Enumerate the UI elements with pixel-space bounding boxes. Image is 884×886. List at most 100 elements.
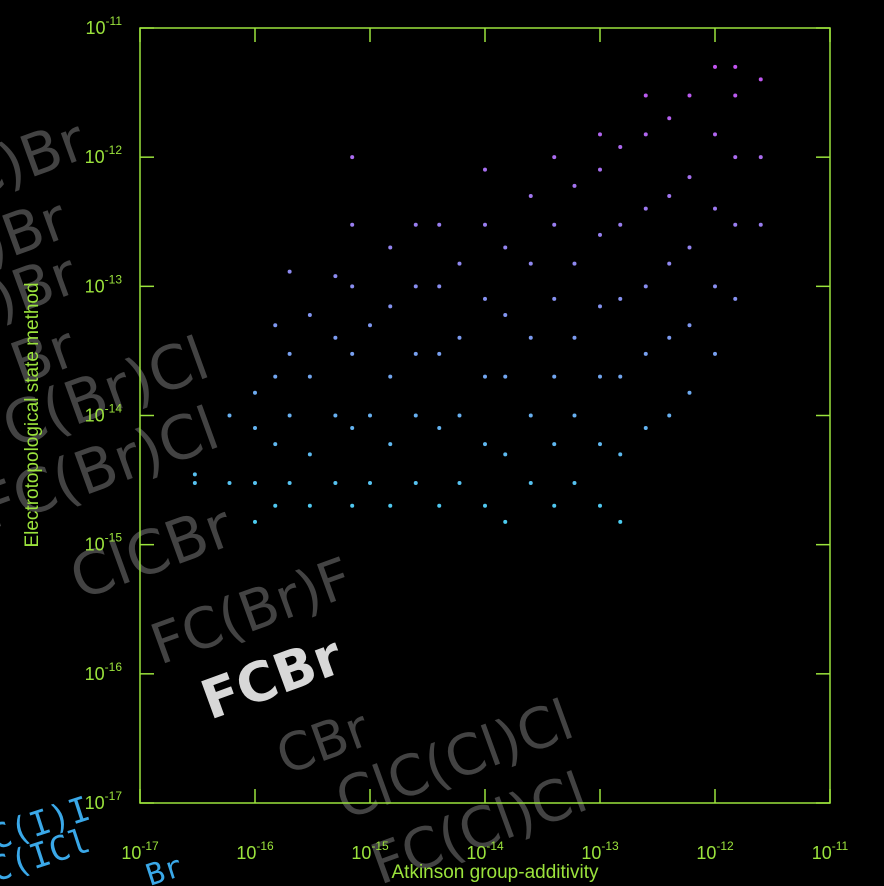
- tick-exp: -16: [256, 839, 274, 853]
- point: [667, 116, 672, 121]
- point: [733, 296, 738, 301]
- point: [598, 132, 602, 137]
- point: [287, 351, 292, 356]
- point: [350, 155, 355, 160]
- tick-exp: -11: [106, 14, 123, 28]
- tick-base: 10: [85, 664, 105, 684]
- tick-label: 10-15: [85, 531, 123, 555]
- point: [713, 132, 717, 137]
- point: [687, 175, 692, 180]
- point: [758, 222, 763, 227]
- tick-label: 10-17: [121, 839, 159, 863]
- point: [437, 351, 442, 356]
- point: [287, 481, 292, 486]
- point: [457, 481, 462, 486]
- point: [618, 144, 623, 149]
- point: [368, 481, 372, 486]
- point: [528, 335, 533, 340]
- tick-exp: -12: [716, 839, 734, 853]
- point: [413, 481, 418, 486]
- point: [350, 351, 355, 356]
- tick-label: 10-15: [351, 839, 389, 863]
- point: [733, 222, 738, 227]
- point: [483, 442, 487, 447]
- point: [598, 442, 602, 447]
- point: [618, 374, 623, 379]
- point: [307, 452, 312, 457]
- point: [528, 261, 533, 266]
- point: [572, 183, 577, 188]
- tick-base: 10: [85, 147, 105, 167]
- point: [733, 93, 738, 98]
- tick-label: 10-17: [85, 789, 123, 813]
- point: [572, 413, 577, 418]
- point: [552, 442, 557, 447]
- point: [307, 374, 312, 379]
- point: [388, 503, 393, 508]
- tick-base: 10: [85, 793, 105, 813]
- point: [413, 351, 418, 356]
- tick-label: 10-14: [85, 402, 123, 426]
- point: [413, 222, 418, 227]
- point: [333, 335, 338, 340]
- point: [598, 304, 602, 309]
- point: [368, 413, 372, 418]
- point: [528, 194, 533, 199]
- point: [572, 481, 577, 486]
- tick-base: 10: [86, 18, 106, 38]
- point: [643, 284, 648, 289]
- tick-base: 10: [581, 843, 601, 863]
- tick-base: 10: [696, 843, 716, 863]
- point: [483, 167, 487, 172]
- point: [388, 374, 393, 379]
- point: [503, 452, 508, 457]
- tick-label: 10-11: [812, 839, 849, 863]
- point: [483, 503, 487, 508]
- tick-base: 10: [85, 406, 105, 426]
- tick-exp: -13: [601, 839, 619, 853]
- point: [687, 323, 692, 328]
- point: [552, 222, 557, 227]
- tick-label: 10-11: [86, 14, 123, 38]
- point: [483, 374, 487, 379]
- point: [667, 335, 672, 340]
- point: [528, 481, 533, 486]
- point: [437, 426, 442, 431]
- point: [350, 426, 355, 431]
- point: [643, 426, 648, 431]
- point: [368, 323, 372, 328]
- point: [758, 155, 763, 160]
- point: [618, 452, 623, 457]
- point: [333, 274, 338, 279]
- point: [483, 296, 487, 301]
- point: [733, 155, 738, 160]
- point: [643, 351, 648, 356]
- point: [733, 64, 738, 69]
- point: [618, 296, 623, 301]
- point: [572, 261, 577, 266]
- tick-exp: -14: [105, 402, 123, 416]
- point: [333, 481, 338, 486]
- point: [413, 284, 418, 289]
- point: [437, 222, 442, 227]
- point: [192, 481, 197, 486]
- tick-exp: -11: [832, 839, 849, 853]
- point: [350, 503, 355, 508]
- point: [667, 194, 672, 199]
- point: [457, 261, 462, 266]
- point: [598, 503, 602, 508]
- tick-exp: -16: [105, 660, 123, 674]
- point: [192, 472, 197, 477]
- point: [333, 413, 338, 418]
- tick-label: 10-13: [581, 839, 619, 863]
- point: [598, 374, 602, 379]
- tick-base: 10: [236, 843, 256, 863]
- tick-exp: -15: [105, 531, 123, 545]
- point: [437, 503, 442, 508]
- point: [618, 519, 623, 524]
- point: [253, 481, 257, 486]
- point: [388, 304, 393, 309]
- x-axis-label: Atkinson group-additivity: [392, 862, 599, 883]
